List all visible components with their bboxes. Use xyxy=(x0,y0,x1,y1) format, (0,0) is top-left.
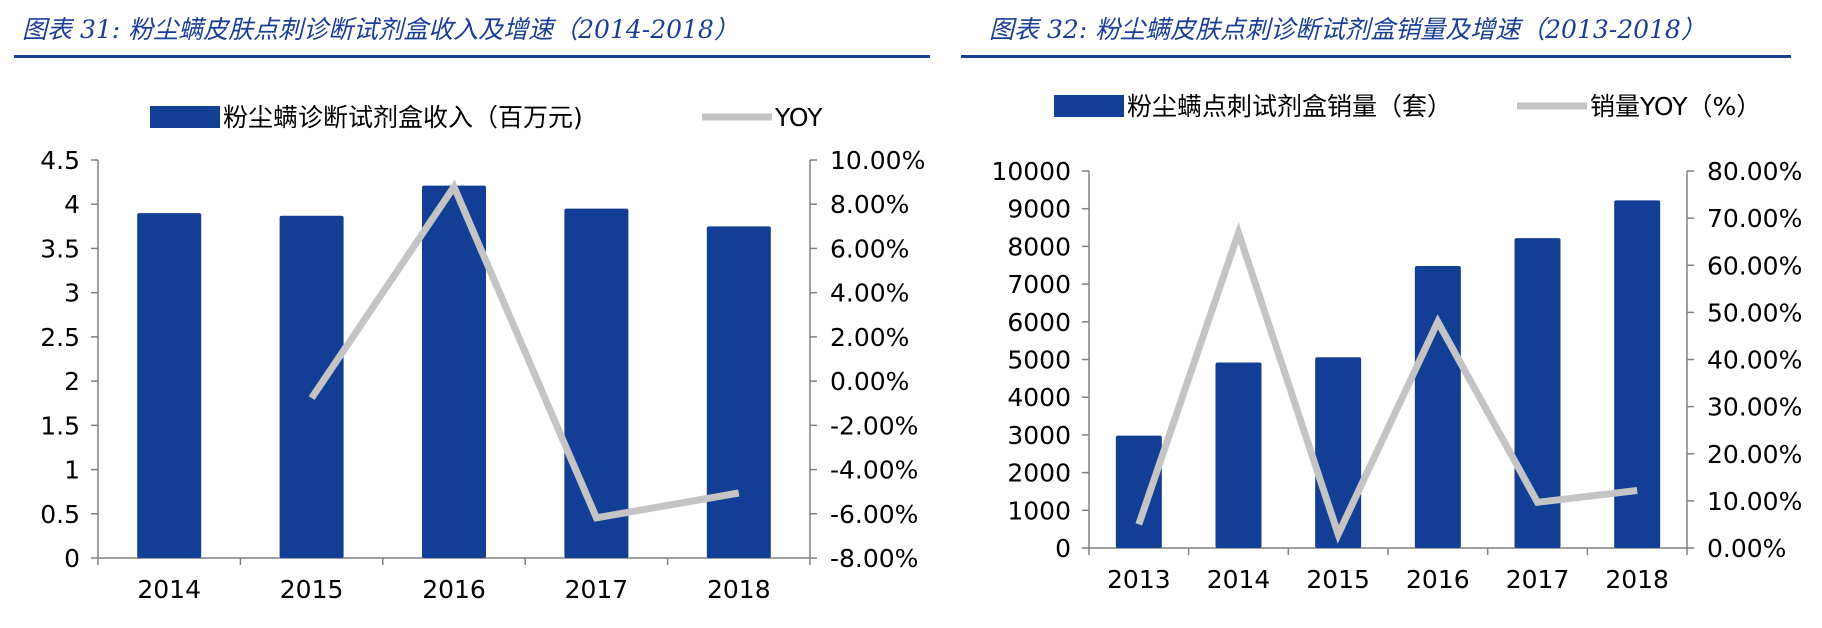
y-tick-label-right: 8.00% xyxy=(830,190,909,219)
y-tick-label-left: 0 xyxy=(1055,534,1071,563)
legend-swatch-bar xyxy=(1054,95,1124,117)
title-underline xyxy=(961,55,1791,58)
y-tick-label-right: 70.00% xyxy=(1707,204,1802,233)
y-tick-label-right: 30.00% xyxy=(1707,393,1802,422)
x-tick-label: 2016 xyxy=(1406,565,1470,594)
y-tick-label-left: 3000 xyxy=(1007,421,1071,450)
revenue-chart: 4.5 4 3.5 3 2.5 2 1.5 1 0.5 0 10.00% 8.00% 6.00% 4.00… xyxy=(40,103,925,604)
y-tick-label-left: 4 xyxy=(64,190,80,219)
chart-panel-revenue: 图表 31: 粉尘螨皮肤点刺诊断试剂盒收入及增速（2014-2018） 4.5 4… xyxy=(14,15,930,604)
y-tick-label-left: 3 xyxy=(64,279,80,308)
legend-label-bar: 粉尘螨诊断试剂盒收入（百万元) xyxy=(223,103,583,132)
bar xyxy=(1614,200,1661,548)
series-line-yoy xyxy=(308,179,740,522)
y-tick-label-right: 20.00% xyxy=(1707,440,1802,469)
series-line-yoy xyxy=(1135,221,1638,544)
sales-chart: 1000090008000700060005000400030002000100… xyxy=(991,92,1802,594)
y-tick-label-right: 6.00% xyxy=(830,234,909,263)
bar xyxy=(422,185,486,558)
bar xyxy=(1514,238,1561,548)
y-tick-label-left: 0 xyxy=(64,544,80,573)
y-tick-label-left: 2000 xyxy=(1007,459,1071,488)
y-tick-label-left: 10000 xyxy=(991,157,1071,186)
y-tick-label-left: 1.5 xyxy=(40,411,80,440)
x-tick-label: 2013 xyxy=(1107,565,1171,594)
x-tick-label: 2015 xyxy=(280,575,344,604)
bar xyxy=(1115,435,1162,548)
y-tick-label-right: -2.00% xyxy=(830,411,918,440)
y-tick-label-left: 4.5 xyxy=(40,146,80,175)
chart-title: 图表 32: 粉尘螨皮肤点刺诊断试剂盒销量及增速（2013-2018） xyxy=(989,15,1706,44)
y-tick-label-right: 2.00% xyxy=(830,323,909,352)
y-tick-label-left: 8000 xyxy=(1007,232,1071,261)
x-tick-label: 2016 xyxy=(422,575,486,604)
y-tick-label-left: 9000 xyxy=(1007,195,1071,224)
y-tick-label-right: -8.00% xyxy=(830,544,918,573)
bar xyxy=(564,208,629,558)
x-tick-label: 2018 xyxy=(1605,565,1669,594)
legend-label-line: 销量YOY（%） xyxy=(1590,92,1761,121)
bar xyxy=(137,213,202,559)
bar xyxy=(1215,362,1262,548)
x-tick-label: 2018 xyxy=(707,575,771,604)
y-tick-label-left: 5000 xyxy=(1007,346,1071,375)
y-tick-label-left: 0.5 xyxy=(40,500,80,529)
y-tick-label-right: -6.00% xyxy=(830,500,918,529)
title-underline xyxy=(14,55,930,58)
x-tick-label: 2017 xyxy=(1506,565,1570,594)
y-tick-label-left: 1 xyxy=(64,456,80,485)
y-tick-label-left: 7000 xyxy=(1007,270,1071,299)
y-tick-label-right: 40.00% xyxy=(1707,346,1802,375)
x-tick-label: 2014 xyxy=(1207,565,1271,594)
y-tick-label-right: 0.00% xyxy=(830,367,909,396)
legend-label-bar: 粉尘螨点刺试剂盒销量（套） xyxy=(1127,92,1452,121)
bar xyxy=(1414,266,1461,548)
y-tick-label-right: 80.00% xyxy=(1707,157,1802,186)
bar xyxy=(279,215,344,558)
y-tick-label-right: 4.00% xyxy=(830,279,909,308)
y-tick-label-right: 60.00% xyxy=(1707,251,1802,280)
bar xyxy=(1315,357,1362,548)
chart-title: 图表 31: 粉尘螨皮肤点刺诊断试剂盒收入及增速（2014-2018） xyxy=(22,15,739,44)
chart-panel-sales: 图表 32: 粉尘螨皮肤点刺诊断试剂盒销量及增速（2013-2018） 1000… xyxy=(961,0,1822,628)
y-tick-label-right: 10.00% xyxy=(830,146,925,175)
y-tick-label-left: 1000 xyxy=(1007,496,1071,525)
x-tick-label: 2015 xyxy=(1306,565,1370,594)
y-tick-label-right: -4.00% xyxy=(830,456,918,485)
x-tick-label: 2014 xyxy=(137,575,201,604)
bar xyxy=(706,226,771,559)
y-tick-label-left: 2 xyxy=(64,367,80,396)
legend-swatch-bar xyxy=(150,106,220,128)
y-tick-label-right: 50.00% xyxy=(1707,298,1802,327)
y-tick-label-right: 10.00% xyxy=(1707,487,1802,516)
x-tick-label: 2017 xyxy=(565,575,629,604)
y-tick-label-left: 4000 xyxy=(1007,383,1071,412)
legend-label-line: YOY xyxy=(774,103,823,132)
y-tick-label-right: 0.00% xyxy=(1707,534,1786,563)
y-tick-label-left: 2.5 xyxy=(40,323,80,352)
y-tick-label-left: 3.5 xyxy=(40,234,80,263)
y-tick-label-left: 6000 xyxy=(1007,308,1071,337)
